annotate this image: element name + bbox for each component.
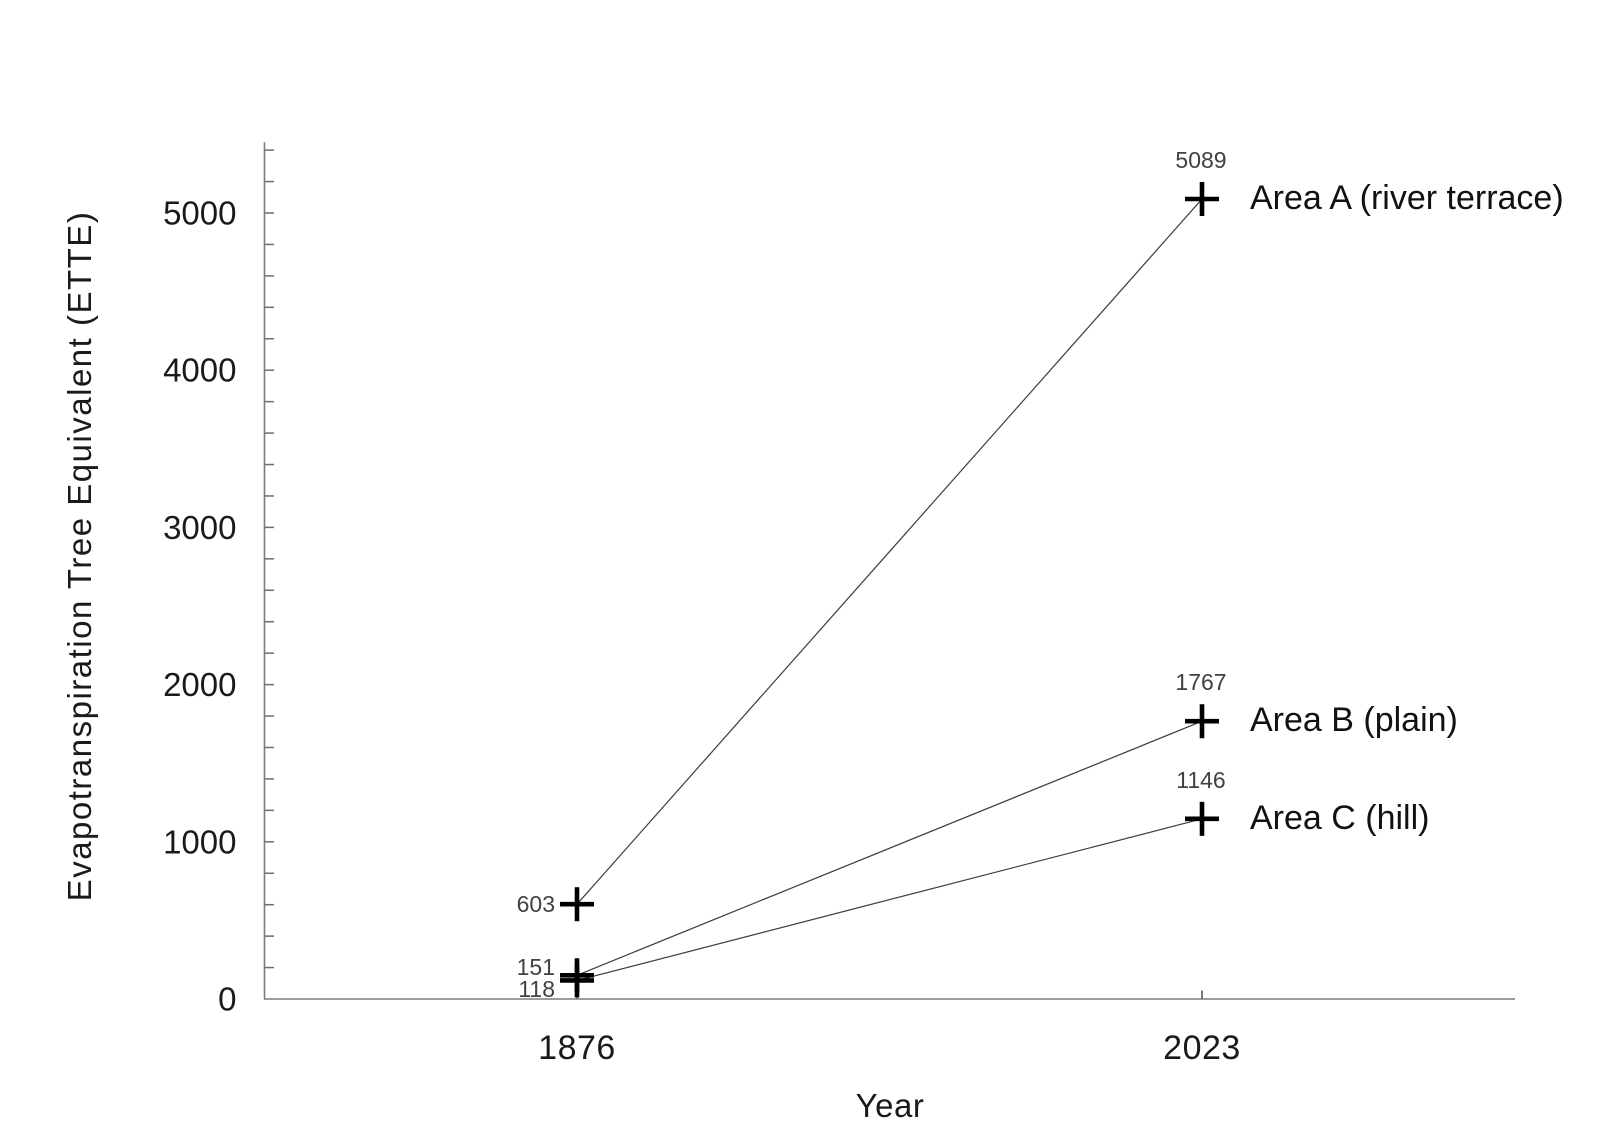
point-value-label: 1146 [1176,767,1225,793]
y-tick-label: 3000 [163,509,236,546]
series-line [576,198,1203,905]
point-value-label: 603 [517,891,555,917]
x-axis-title: Year [855,1087,925,1124]
x-tick-label: 2023 [1163,1029,1241,1067]
y-tick-label: 2000 [163,666,236,703]
y-tick-label: 4000 [163,352,236,389]
point-value-label: 1767 [1175,669,1226,695]
point-value-label: 5089 [1175,147,1226,173]
point-value-label: 151 [517,954,555,980]
y-tick-label: 1000 [163,823,236,860]
series-label: Area A (river terrace) [1250,179,1564,217]
y-tick-label: 0 [218,981,236,1018]
series-label: Area C (hill) [1250,799,1429,837]
point-value-label: 118 [518,976,555,1002]
series-line [576,818,1203,982]
x-tick-label: 1876 [538,1029,616,1067]
y-tick-label: 5000 [163,195,236,232]
y-axis-title: Evapotranspiration Tree Equivalent (ETTE… [61,210,98,902]
series-line [576,720,1203,976]
series-label: Area B (plain) [1250,701,1458,739]
